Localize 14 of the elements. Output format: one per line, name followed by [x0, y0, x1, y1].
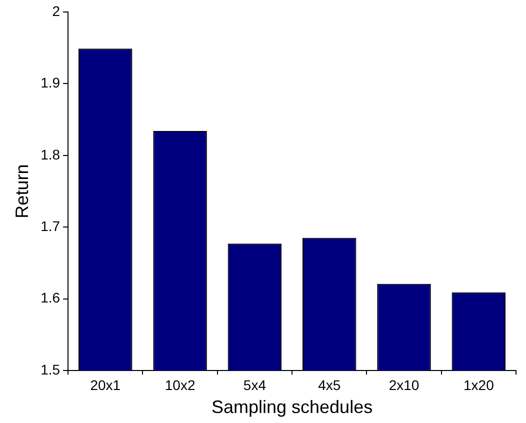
y-tick-label: 1.5: [40, 361, 60, 378]
x-tick-label: 10x2: [164, 376, 196, 393]
y-tick-label: 1.7: [40, 218, 60, 234]
x-tick-label: 2x10: [388, 376, 420, 393]
y-axis-title: Return: [12, 164, 32, 218]
y-tick-label: 1.6: [40, 290, 60, 306]
y-tick-label: 2: [52, 2, 60, 19]
x-tick-label: 4x5: [318, 376, 341, 393]
x-axis-title: Sampling schedules: [211, 397, 373, 418]
x-tick-label: 20x1: [90, 376, 121, 393]
x-tick-label: 5x4: [243, 376, 266, 393]
y-tick-label: 1.9: [40, 74, 60, 91]
x-tick-label: 1x20: [463, 376, 494, 393]
y-tick-label: 1.8: [40, 146, 60, 162]
